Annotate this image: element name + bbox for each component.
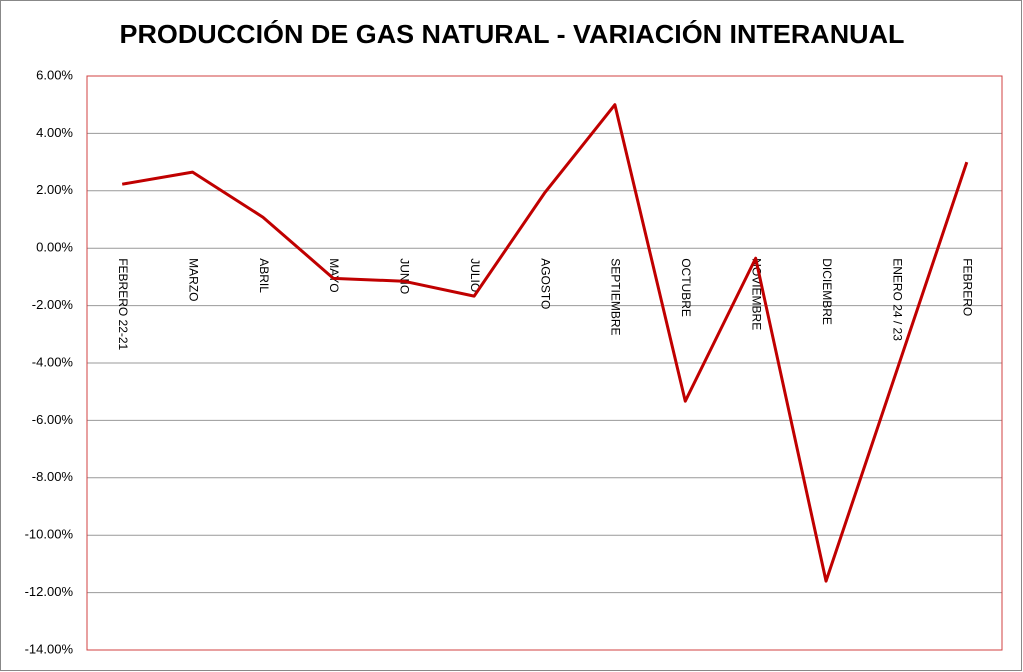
- x-tick-label: JULIO: [468, 258, 482, 292]
- y-tick-label: 6.00%: [36, 67, 73, 82]
- y-tick-label: 4.00%: [36, 125, 73, 140]
- x-tick-label: MARZO: [186, 258, 200, 301]
- x-tick-label: FEBRERO 22-21: [116, 258, 130, 350]
- x-tick-label: OCTUBRE: [679, 258, 693, 317]
- y-tick-label: 0.00%: [36, 240, 73, 255]
- y-tick-label: 2.00%: [36, 182, 73, 197]
- x-tick-label: FEBRERO: [961, 258, 975, 316]
- x-tick-label: DICIEMBRE: [820, 258, 834, 325]
- x-tick-label: MAYO: [327, 258, 341, 292]
- y-tick-label: -8.00%: [32, 469, 74, 484]
- y-tick-label: -12.00%: [25, 584, 74, 599]
- y-tick-label: -4.00%: [32, 354, 74, 369]
- y-tick-label: -14.00%: [25, 641, 74, 656]
- x-tick-label: AGOSTO: [538, 258, 552, 309]
- x-tick-label: JUNIO: [398, 258, 412, 294]
- x-tick-label: ENERO 24 / 23: [890, 258, 904, 341]
- y-tick-label: -10.00%: [25, 527, 74, 542]
- x-tick-label: SEPTIEMBRE: [609, 258, 623, 335]
- data-line: [121, 103, 969, 583]
- chart-title: PRODUCCIÓN DE GAS NATURAL - VARIACIÓN IN…: [120, 19, 905, 49]
- y-tick-label: -2.00%: [32, 297, 74, 312]
- y-tick-label: -6.00%: [32, 412, 74, 427]
- plot-border: [86, 75, 1003, 651]
- x-tick-label: ABRIL: [257, 258, 271, 293]
